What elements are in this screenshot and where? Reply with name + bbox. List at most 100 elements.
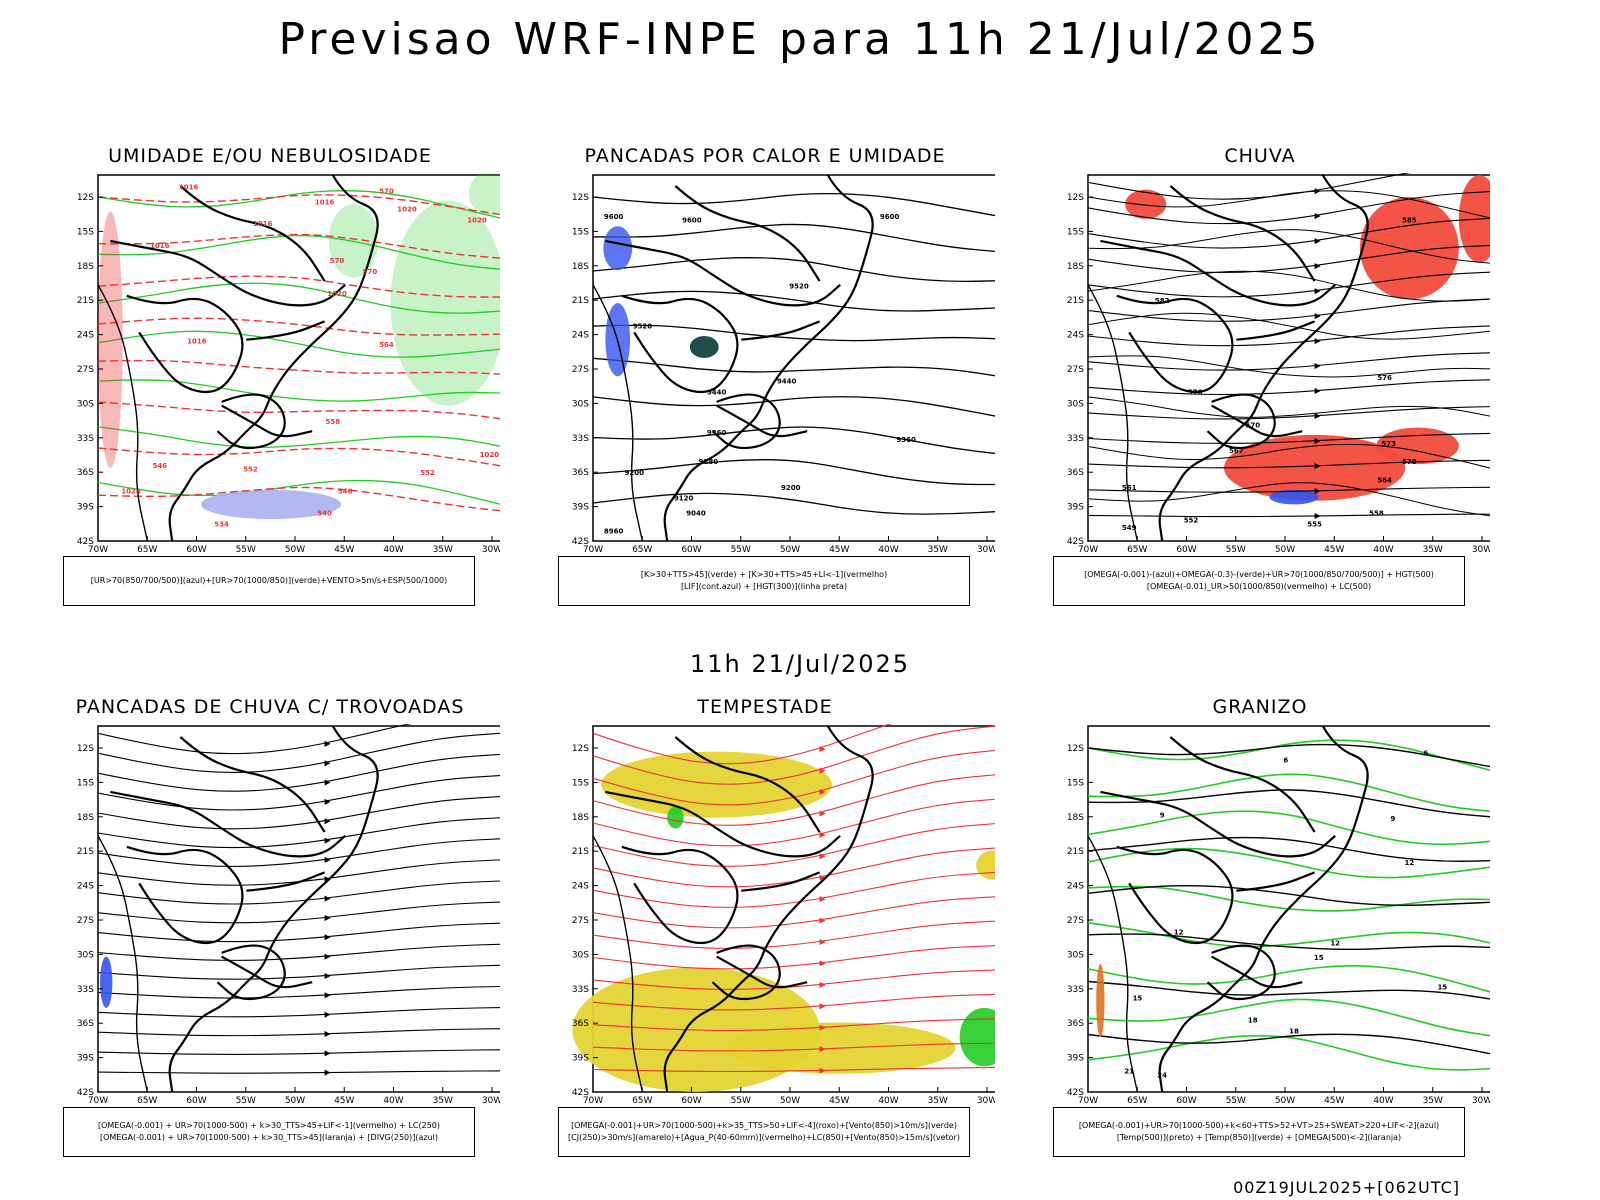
lon-tick-label: 40W [878, 1096, 898, 1104]
panel-umidade: UMIDADE E/OU NEBULOSIDADE 12S 15S 18S 21S 24… [60, 145, 500, 625]
lat-tick-label: 30S [77, 950, 94, 960]
streamline [97, 985, 500, 999]
border-line [605, 790, 841, 858]
panel-title: PANCADAS DE CHUVA C/ TROVOADAS [75, 696, 465, 718]
border-line [711, 393, 781, 450]
border-line [1211, 404, 1303, 438]
contour-line [1087, 933, 1490, 951]
contour-label: 570 [379, 187, 394, 195]
contour-label: 555 [1307, 520, 1322, 528]
lon-tick-label: 70W [583, 1096, 603, 1104]
country-borders [97, 174, 379, 542]
border-line [168, 174, 379, 542]
contour-line [97, 317, 500, 336]
contour-line [1087, 1034, 1490, 1071]
streamline [97, 838, 500, 867]
streamline [1087, 173, 1412, 200]
contour-line [1087, 965, 1490, 993]
lon-tick-label: 65W [1127, 545, 1147, 553]
lat-tick-label: 30S [572, 950, 589, 960]
contour-line [1087, 1033, 1490, 1055]
lon-tick-label: 65W [632, 1096, 652, 1104]
panel-tempestade: TEMPESTADE 12S 15S 18S 21S 24S 27S 30S 33S 36S 39… [555, 696, 995, 1176]
lon-tick-label: 40W [383, 545, 403, 553]
lon-tick-label: 45W [334, 545, 354, 553]
contour-line [1087, 355, 1490, 378]
contour-label: 9600 [604, 213, 624, 221]
contour-line [592, 257, 995, 283]
streamline [592, 823, 995, 867]
lon-tick-label: 35W [928, 1096, 948, 1104]
lat-tick-label: 27S [1067, 916, 1084, 926]
border-line [1116, 845, 1234, 945]
legend-line: [OMEGA(-0.01)_UR>50(1000/850)(vermelho) … [1146, 582, 1372, 591]
border-line [1158, 725, 1369, 1093]
contour-label: 9280 [699, 458, 719, 466]
panel-chuva: CHUVA 12S 15S 18S 21S 24S 27S 30S 33S 36S 39S 42S 7… [1050, 145, 1490, 625]
lon-tick-label: 50W [780, 545, 800, 553]
country-borders [592, 725, 874, 1093]
lat-tick-label: 42S [77, 1088, 94, 1098]
contour-label: 15 [1314, 954, 1324, 962]
contour-label: 564 [1377, 476, 1392, 484]
andes-line [1087, 835, 1139, 1093]
lat-tick-label: 27S [77, 365, 94, 375]
lat-tick-label: 39S [572, 1054, 589, 1064]
streamline [97, 817, 500, 849]
contour-line [97, 479, 500, 505]
lat-tick-label: 36S [1067, 468, 1084, 478]
lon-tick-label: 65W [632, 545, 652, 553]
mid-title: 11h 21/Jul/2025 [689, 650, 911, 678]
lon-tick-label: 35W [1423, 1096, 1443, 1104]
lon-tick-label: 55W [236, 1096, 256, 1104]
lon-tick-label: 35W [928, 545, 948, 553]
border-line [110, 239, 346, 307]
contour-line [1087, 229, 1490, 264]
border-line [216, 944, 286, 1001]
panel-title: UMIDADE E/OU NEBULOSIDADE [108, 145, 432, 167]
hgt300-contours [592, 192, 995, 515]
field-area [689, 336, 719, 358]
contour-label: 552 [420, 469, 435, 477]
streamline-arrow [819, 810, 826, 817]
streamline-arrow [1314, 438, 1321, 445]
lat-tick-label: 36S [572, 1019, 589, 1029]
contour-label: 9440 [777, 378, 797, 386]
lat-tick-label: 42S [572, 1088, 589, 1098]
contour-line [592, 192, 995, 217]
lon-tick-label: 50W [285, 1096, 305, 1104]
streamline [97, 753, 500, 792]
lon-tick-label: 30W [1472, 545, 1490, 553]
contour-label: 552 [1184, 517, 1199, 525]
contour-line [1087, 998, 1490, 1037]
border-line [216, 393, 286, 450]
omega-blue-area [1269, 489, 1319, 505]
lat-tick-label: 30S [77, 399, 94, 409]
contour-line [592, 492, 995, 515]
lon-tick-label: 45W [334, 1096, 354, 1104]
contour-label: 1020 [467, 217, 487, 225]
streamline-arrow [324, 779, 331, 786]
contour-label: 1020 [397, 206, 417, 214]
lon-tick-label: 55W [236, 545, 256, 553]
lon-tick-label: 45W [829, 1096, 849, 1104]
lat-tick-label: 15S [1067, 778, 1084, 788]
lon-tick-label: 70W [1078, 1096, 1098, 1104]
legend-box: [K>30+TTS>45](verde) + [K>30+TTS>45+LI<-… [558, 556, 970, 606]
lat-tick-label: 36S [77, 468, 94, 478]
panel-title: TEMPESTADE [697, 696, 833, 718]
contour-line [97, 275, 500, 298]
lat-tick-label: 15S [572, 227, 589, 237]
lon-tick-label: 40W [383, 1096, 403, 1104]
contour-line [1087, 921, 1490, 948]
lat-tick-label: 39S [1067, 503, 1084, 513]
lon-tick-label: 70W [88, 545, 108, 553]
contour-label: 12 [1330, 940, 1340, 948]
lon-tick-label: 50W [1275, 545, 1295, 553]
streamline [97, 732, 500, 773]
contour-line [1087, 885, 1490, 912]
